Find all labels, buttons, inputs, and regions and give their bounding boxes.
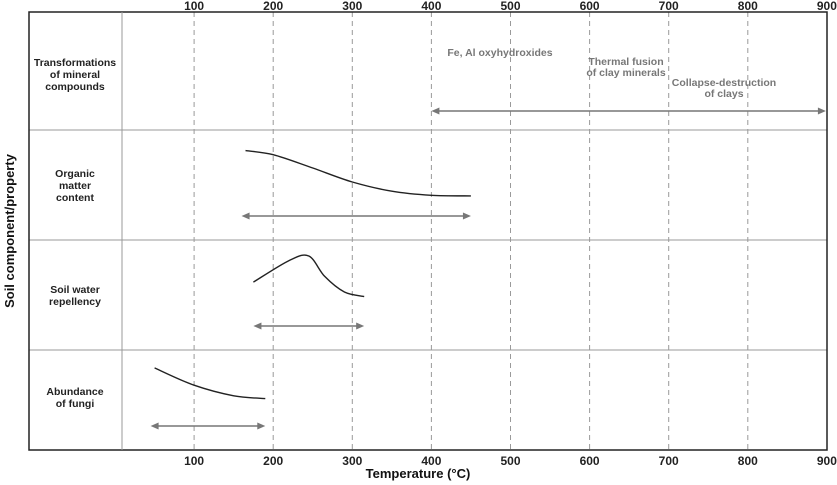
row-label-organic-line: matter	[59, 180, 91, 192]
annotation-clay-collapse: Collapse-destruction of clays	[672, 77, 776, 100]
plot-frame	[28, 11, 828, 451]
tick-label-bottom: 700	[659, 454, 679, 468]
row-label-transformations: Transformations of mineral compounds	[34, 57, 116, 93]
tick-label-top: 100	[184, 0, 204, 13]
row-label-repellency-line: Soil water	[50, 284, 100, 296]
y-axis-label: Soil component/property	[2, 153, 17, 308]
curve-organic	[245, 149, 471, 197]
row-label-organic: Organic matter content	[55, 168, 95, 204]
annotation-clay-fusion-line: Thermal fusion	[588, 56, 663, 68]
row-label-repellency: Soil water repellency	[49, 284, 101, 308]
arrow-fungi-head-left	[150, 422, 159, 430]
arrow-transformations-head-left	[431, 107, 440, 115]
curves	[154, 149, 471, 400]
annotation-clay-collapse-line: of clays	[704, 88, 743, 100]
tick-label-bottom: 600	[580, 454, 600, 468]
arrow-transformations-head-right	[817, 107, 826, 115]
arrow-fungi	[150, 422, 266, 430]
top-tick-labels: 100 200 300 400 500 600 700 800 900	[184, 0, 837, 13]
tick-label-top: 200	[263, 0, 283, 13]
vertical-gridlines	[193, 12, 749, 450]
arrow-repellency	[253, 322, 365, 330]
annotation-fe-al-line: Fe, Al oxyhydroxides	[447, 47, 552, 59]
row-label-fungi: Abundance of fungi	[46, 386, 103, 410]
annotation-clay-collapse-line: Collapse-destruction	[672, 77, 776, 89]
x-axis-label: Temperature (°C)	[366, 466, 471, 481]
curve-repellency	[253, 254, 365, 298]
arrow-organic	[241, 212, 471, 220]
row-separators	[29, 129, 827, 351]
tick-label-top: 900	[817, 0, 837, 13]
arrow-repellency-head-left	[253, 322, 262, 330]
row-label-transformations-line: Transformations	[34, 57, 116, 69]
row-label-organic-line: Organic	[55, 168, 95, 180]
row-label-transformations-line: compounds	[45, 81, 105, 93]
arrow-organic-head-left	[241, 212, 250, 220]
tick-label-top: 500	[500, 0, 520, 13]
annotation-fe-al: Fe, Al oxyhydroxides	[447, 47, 552, 59]
tick-label-top: 800	[738, 0, 758, 13]
tick-label-top: 600	[580, 0, 600, 13]
tick-label-bottom: 400	[421, 454, 441, 468]
tick-label-top: 300	[342, 0, 362, 13]
tick-label-bottom: 900	[817, 454, 837, 468]
arrow-fungi-head-right	[257, 422, 266, 430]
tick-label-bottom: 500	[500, 454, 520, 468]
curve-fungi	[154, 367, 266, 400]
row-labels: Transformations of mineral compounds Organi…	[34, 57, 116, 410]
row-label-repellency-line: repellency	[49, 296, 101, 308]
row-label-fungi-line: of fungi	[56, 398, 95, 410]
arrow-transformations	[431, 107, 826, 115]
arrow-repellency-head-right	[356, 322, 365, 330]
annotation-clay-fusion-line: of clay minerals	[586, 67, 666, 79]
tick-label-top: 400	[421, 0, 441, 13]
tick-label-bottom: 800	[738, 454, 758, 468]
annotation-clay-fusion: Thermal fusion of clay minerals	[586, 56, 666, 79]
range-arrows	[150, 107, 826, 430]
tick-label-bottom: 100	[184, 454, 204, 468]
bottom-tick-labels: 100 200 300 400 500 600 700 800 900	[184, 454, 837, 468]
row-label-fungi-line: Abundance	[46, 386, 103, 398]
tick-label-bottom: 200	[263, 454, 283, 468]
row-label-transformations-line: of mineral	[50, 69, 100, 81]
row-label-organic-line: content	[56, 192, 94, 204]
tick-label-top: 700	[659, 0, 679, 13]
arrow-organic-head-right	[462, 212, 471, 220]
tick-label-bottom: 300	[342, 454, 362, 468]
